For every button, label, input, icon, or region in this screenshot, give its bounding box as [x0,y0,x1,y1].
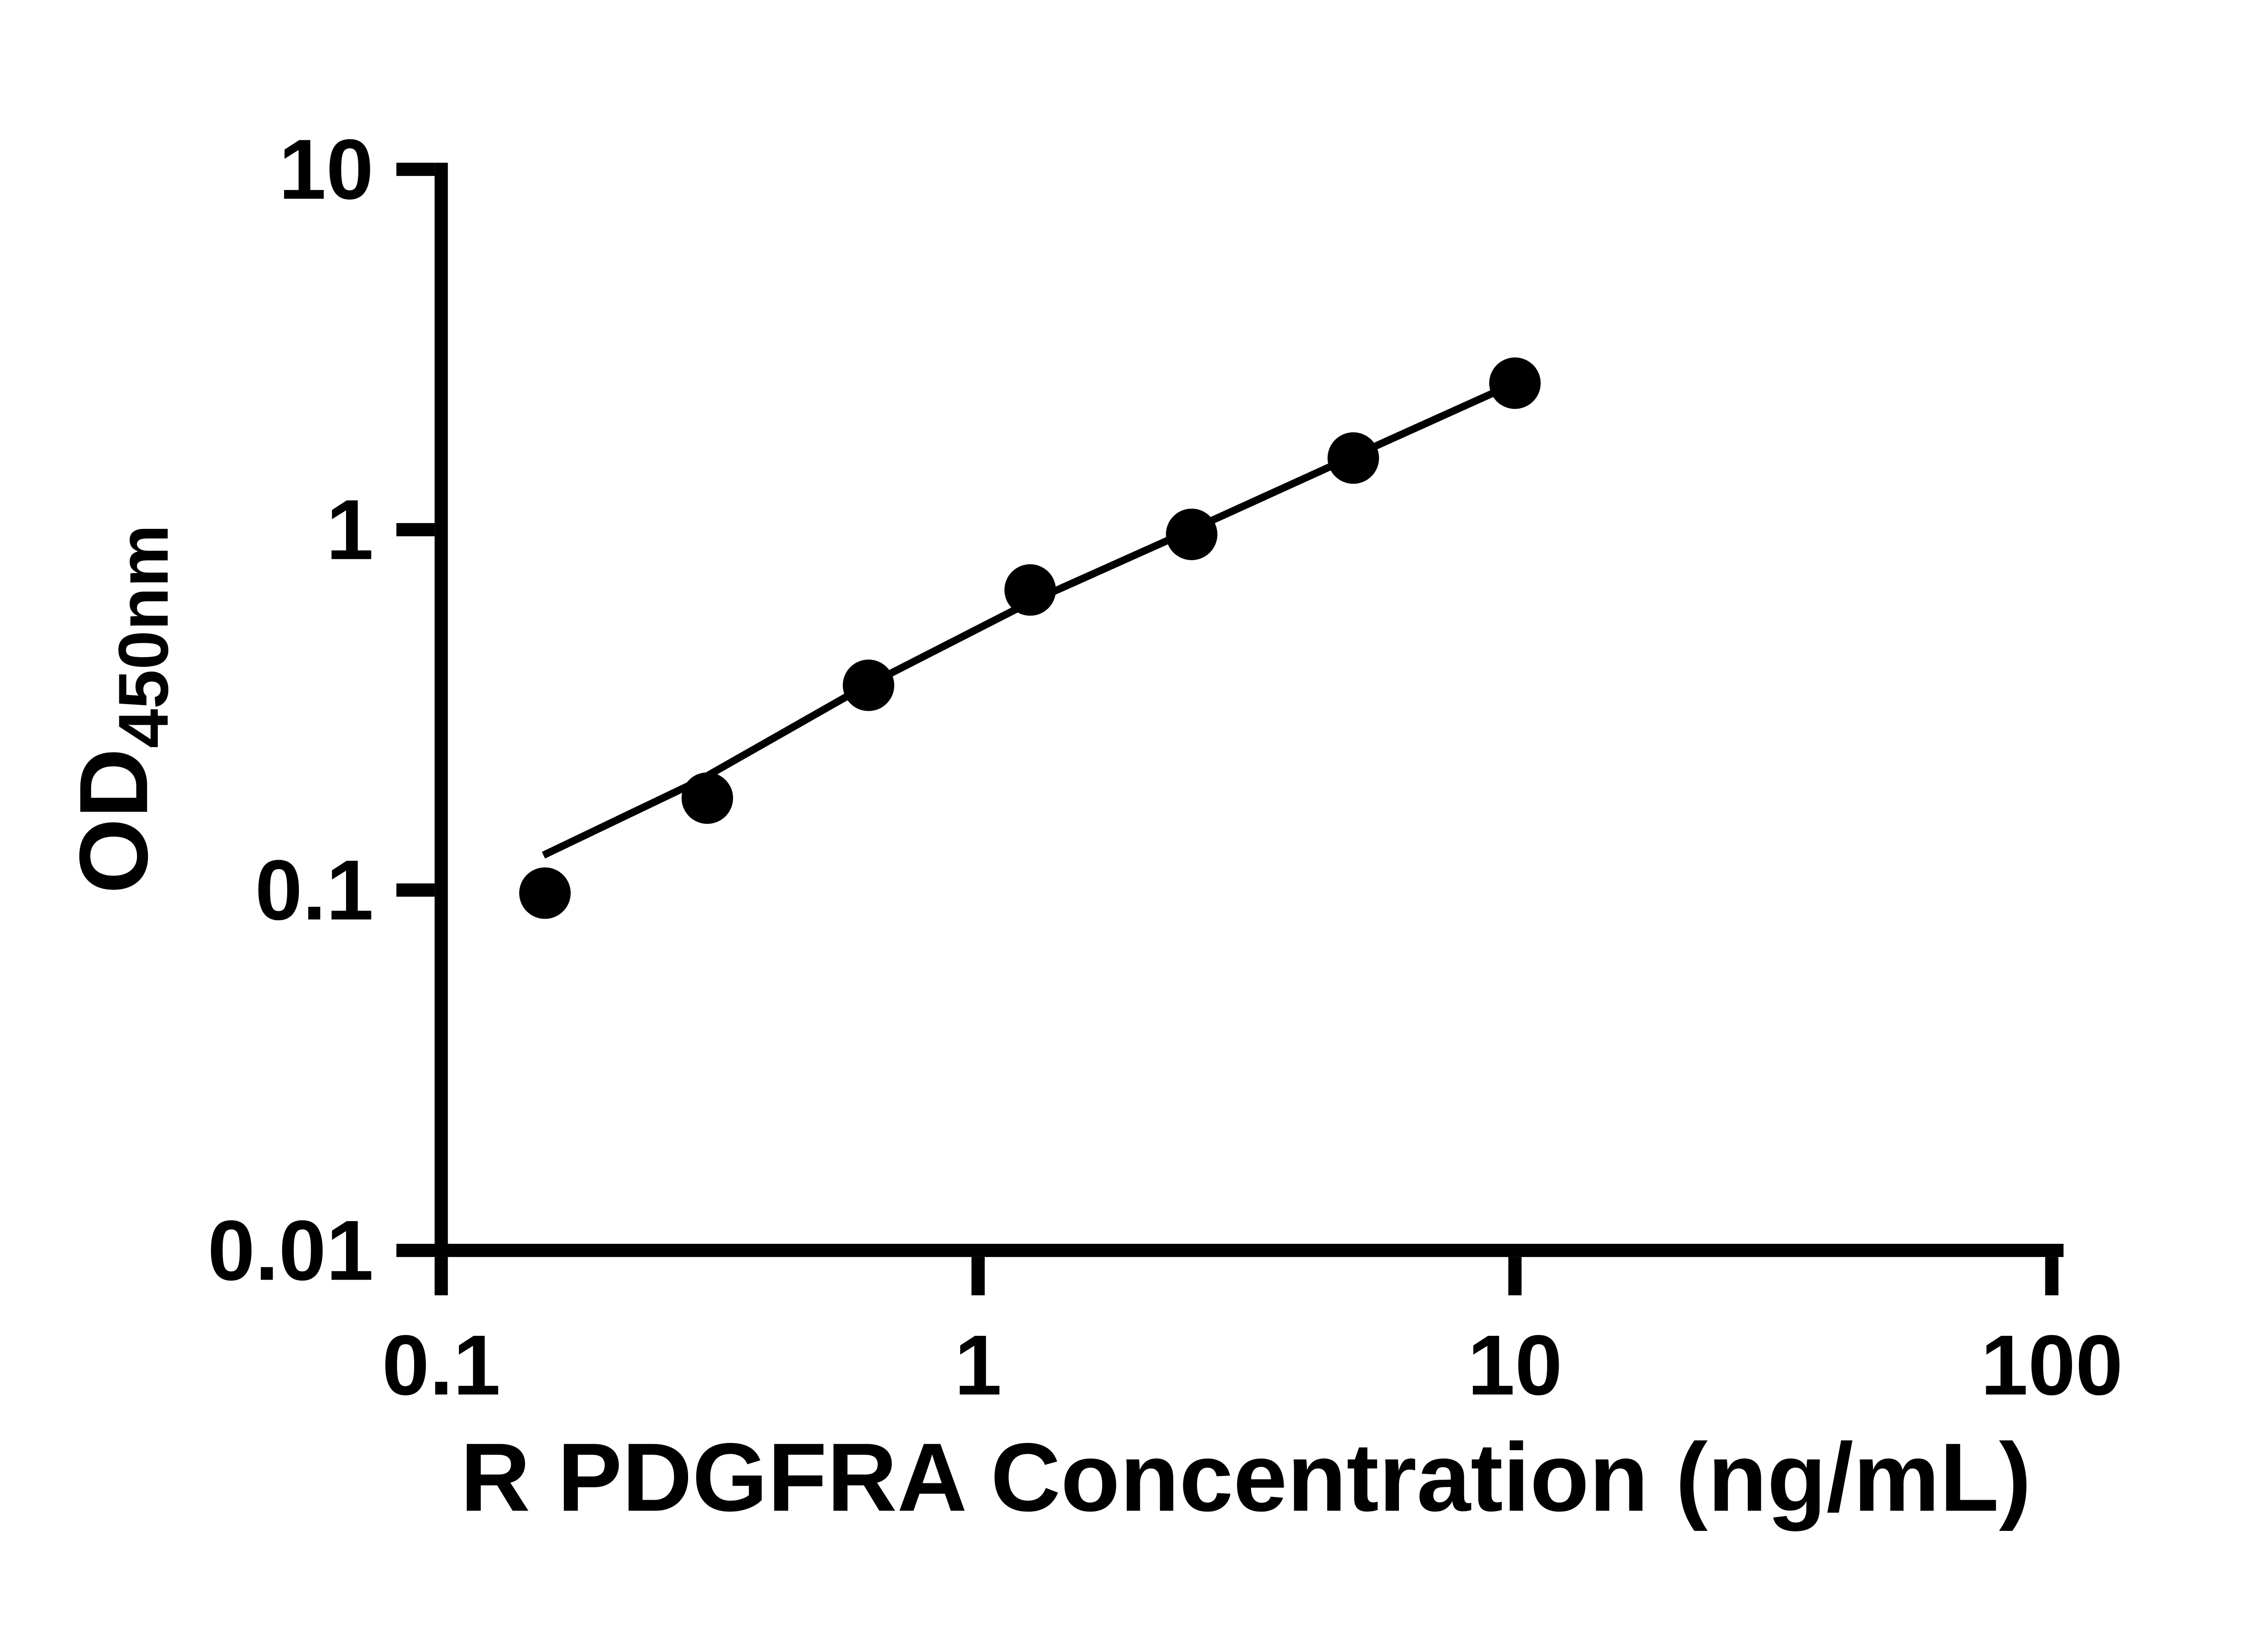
y-tick-label: 0.1 [255,842,373,938]
y-axis-title-main: OD [59,748,168,894]
x-tick-label: 100 [1980,1317,2123,1413]
x-tick-label: 1 [954,1317,1002,1413]
data-point [519,867,571,919]
data-point [681,772,733,824]
y-axis-title-subscript: 450nm [104,524,183,748]
data-point [1327,432,1379,484]
y-tick-label: 0.01 [208,1203,374,1298]
data-point [1166,508,1217,560]
y-tick-label: 10 [279,122,373,217]
x-tick-label: 0.1 [382,1317,500,1413]
y-tick-label: 1 [326,482,374,577]
x-axis-title: R PDGFRA Concentration (ng/mL) [460,1423,2031,1531]
data-point [1489,357,1541,409]
x-tick-label: 10 [1467,1317,1562,1413]
y-axis-title: OD450nm [59,524,182,894]
data-point [842,660,894,711]
data-point [1004,564,1056,616]
